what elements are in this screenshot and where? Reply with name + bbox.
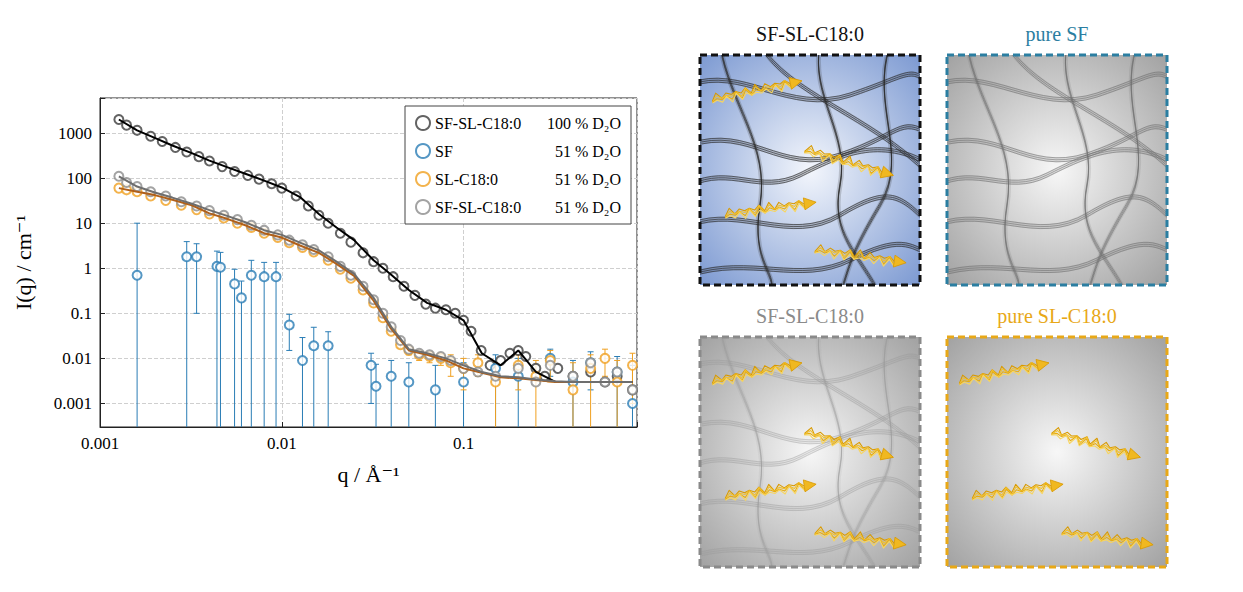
svg-text:0.01: 0.01	[62, 349, 92, 368]
svg-text:1: 1	[84, 259, 93, 278]
svg-text:pure SF: pure SF	[1026, 23, 1089, 46]
svg-text:SF-SL-C18:0: SF-SL-C18:0	[756, 305, 864, 327]
svg-text:SF-SL-C18:0: SF-SL-C18:0	[435, 199, 521, 216]
svg-text:0.01: 0.01	[267, 434, 297, 453]
svg-text:pure SL-C18:0: pure SL-C18:0	[997, 305, 1116, 328]
svg-text:1000: 1000	[58, 124, 92, 143]
svg-text:10: 10	[75, 214, 92, 233]
svg-text:SF-SL-C18:0: SF-SL-C18:0	[756, 23, 864, 45]
svg-text:SL-C18:0: SL-C18:0	[435, 171, 498, 188]
svg-text:q / Å⁻¹: q / Å⁻¹	[337, 462, 399, 487]
svg-text:51 % D₂O: 51 % D₂O	[555, 171, 621, 188]
svg-text:I(q) / cm⁻¹: I(q) / cm⁻¹	[11, 215, 36, 310]
svg-text:SF: SF	[435, 143, 453, 160]
svg-text:SF-SL-C18:0: SF-SL-C18:0	[435, 115, 521, 132]
svg-text:51 % D₂O: 51 % D₂O	[555, 143, 621, 160]
svg-text:0.001: 0.001	[54, 394, 92, 413]
svg-text:0.1: 0.1	[71, 304, 92, 323]
svg-text:0.1: 0.1	[453, 434, 474, 453]
svg-text:51 % D₂O: 51 % D₂O	[555, 199, 621, 216]
svg-text:100 % D₂O: 100 % D₂O	[547, 115, 621, 132]
svg-text:100: 100	[67, 169, 93, 188]
svg-text:0.001: 0.001	[81, 434, 119, 453]
